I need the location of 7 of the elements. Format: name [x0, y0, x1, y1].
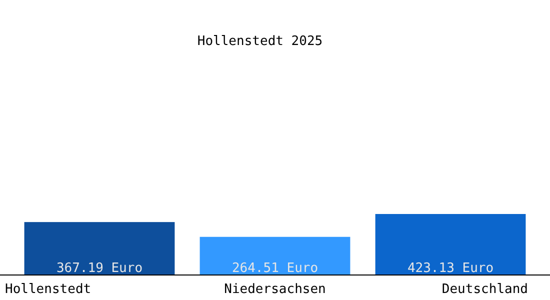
chart-title: Hollenstedt 2025 — [197, 34, 323, 49]
x-tick-label: Deutschland — [442, 282, 528, 297]
data-label: 367.19 Euro — [56, 261, 143, 276]
data-label: 423.13 Euro — [407, 261, 494, 276]
data-label: 264.51 Euro — [232, 261, 318, 276]
x-tick-label: Hollenstedt — [5, 282, 92, 297]
x-tick-label: Niedersachsen — [224, 282, 326, 297]
